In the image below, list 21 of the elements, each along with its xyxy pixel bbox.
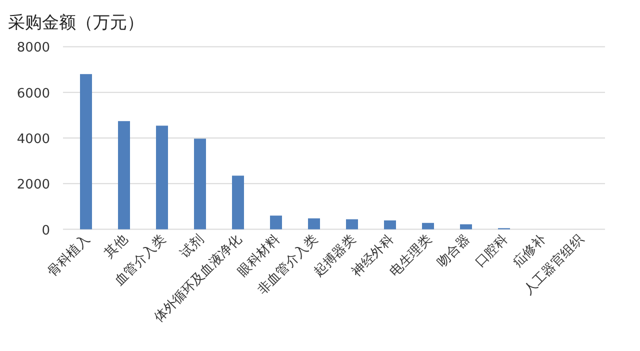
- bar: [118, 121, 130, 230]
- y-tick-label: 8000: [16, 40, 50, 56]
- bar: [460, 224, 472, 230]
- bar: [384, 220, 396, 230]
- y-tick-label: 0: [42, 223, 50, 238]
- bar: [156, 126, 168, 230]
- x-tick-label: 其他: [102, 232, 131, 262]
- bar: [270, 216, 282, 230]
- y-tick-label: 6000: [16, 86, 50, 102]
- bar: [308, 218, 320, 230]
- bar: [194, 138, 206, 230]
- x-tick-label: 吻合器: [434, 232, 473, 270]
- chart-title: 采购金额（万元）: [8, 13, 144, 33]
- bar: [232, 176, 244, 230]
- y-tick-label: 2000: [16, 178, 50, 193]
- bar: [422, 222, 434, 230]
- y-tick-label: 4000: [16, 132, 50, 147]
- x-tick-label: 口腔科: [472, 232, 511, 270]
- x-tick-label: 试剂: [177, 232, 207, 262]
- bar: [346, 219, 358, 230]
- bar: [80, 74, 92, 230]
